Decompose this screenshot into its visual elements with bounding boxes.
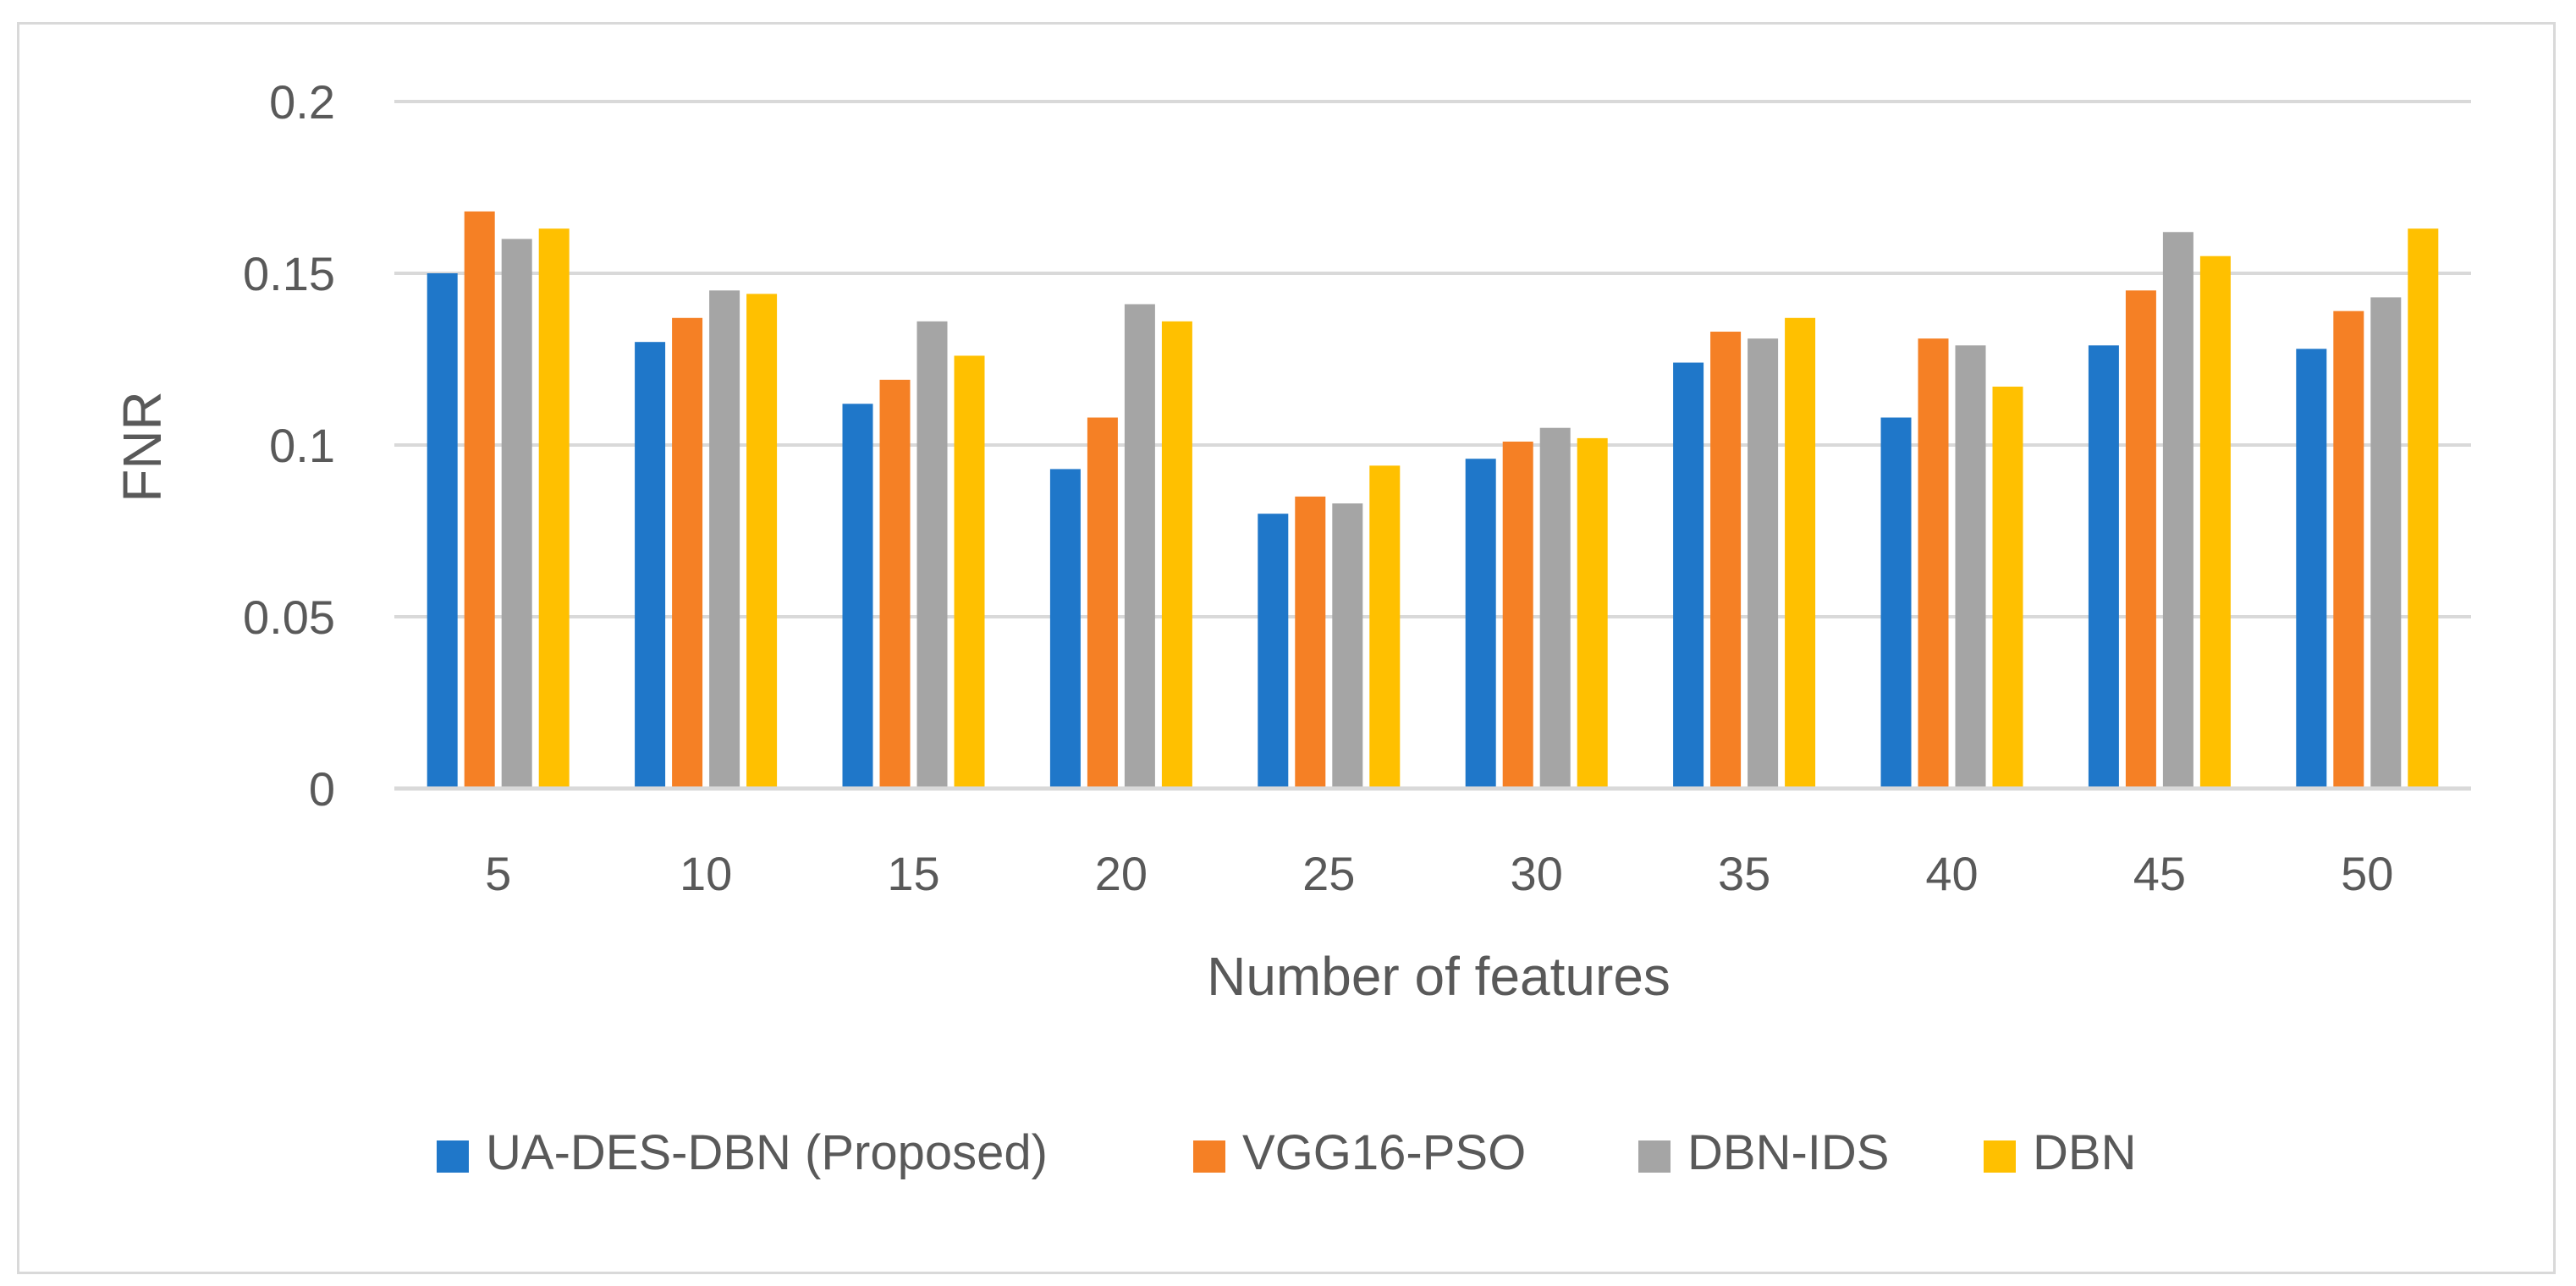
bar [672,317,703,789]
bar [1332,503,1363,789]
bar [1673,362,1704,789]
bar [2125,290,2156,789]
x-tick-label: 50 [2341,847,2393,900]
bar [954,355,985,789]
bar [1087,417,1118,789]
x-tick-label: 40 [1925,847,1978,900]
legend-label: DBN [2033,1125,2136,1180]
bar [1049,469,1081,789]
legend-item: VGG16-PSO [1193,1125,1526,1180]
legend-swatch [1984,1140,2016,1173]
x-axis-title: Number of features [1207,946,1671,1007]
y-tick-label: 0.2 [269,75,335,129]
legend-label: UA-DES-DBN (Proposed) [486,1125,1048,1180]
bar [2408,228,2439,789]
x-tick-label: 45 [2133,847,2186,900]
bars [394,211,2471,791]
bar [916,321,948,789]
bar [1539,427,1571,789]
bar [746,294,778,789]
y-tick-label: 0.1 [269,419,335,472]
bar [2333,311,2364,789]
bar [1258,514,1289,789]
x-tick-label: 15 [887,847,939,900]
x-tick-label: 5 [485,847,511,900]
legend-item: UA-DES-DBN (Proposed) [437,1125,1048,1180]
bar [842,404,873,789]
bar [879,379,911,789]
bar [2370,297,2402,789]
x-tick-label: 25 [1302,847,1355,900]
bar [427,273,458,789]
bar [2088,345,2119,789]
legend-swatch [1638,1140,1671,1173]
gridlines [394,100,2471,791]
y-tick-label: 0 [309,762,335,816]
bar [2162,232,2193,789]
bar [1955,345,1986,789]
y-tick-label: 0.05 [243,591,335,644]
y-tick-labels: 0 0.05 0.1 0.15 0.2 [243,75,335,816]
bar [1124,304,1155,789]
bar [2199,256,2231,789]
bar [1295,496,1326,789]
bar [1369,465,1401,789]
bar [464,211,495,789]
x-tick-label: 20 [1095,847,1148,900]
bar [1785,317,1816,789]
bar [2296,349,2327,789]
bar [1992,386,2023,789]
x-tick-label: 10 [680,847,732,900]
bar [635,342,666,789]
legend-item: DBN-IDS [1638,1125,1889,1180]
bar [709,290,740,789]
bar [1577,437,1608,789]
legend-label: DBN-IDS [1687,1125,1889,1180]
x-tick-label: 30 [1511,847,1563,900]
bar [1880,417,1912,789]
legend-label: VGG16-PSO [1242,1125,1526,1180]
bar [1710,332,1742,789]
bar [1502,441,1533,789]
bar [538,228,570,789]
bar [1748,338,1779,789]
x-tick-label: 35 [1718,847,1770,900]
bar [1465,459,1496,789]
legend-swatch [437,1140,469,1173]
legend-swatch [1193,1140,1225,1173]
legend-item: DBN [1984,1125,2136,1180]
y-axis-title: FNR [112,391,173,503]
bar [1161,321,1192,789]
x-tick-labels: 5 10 15 20 25 30 35 40 45 50 [485,847,2393,900]
legend: UA-DES-DBN (Proposed) VGG16-PSO DBN-IDS DBN [437,1125,2136,1180]
y-tick-label: 0.15 [243,247,335,300]
bar [1918,338,1949,789]
bar [501,239,532,789]
